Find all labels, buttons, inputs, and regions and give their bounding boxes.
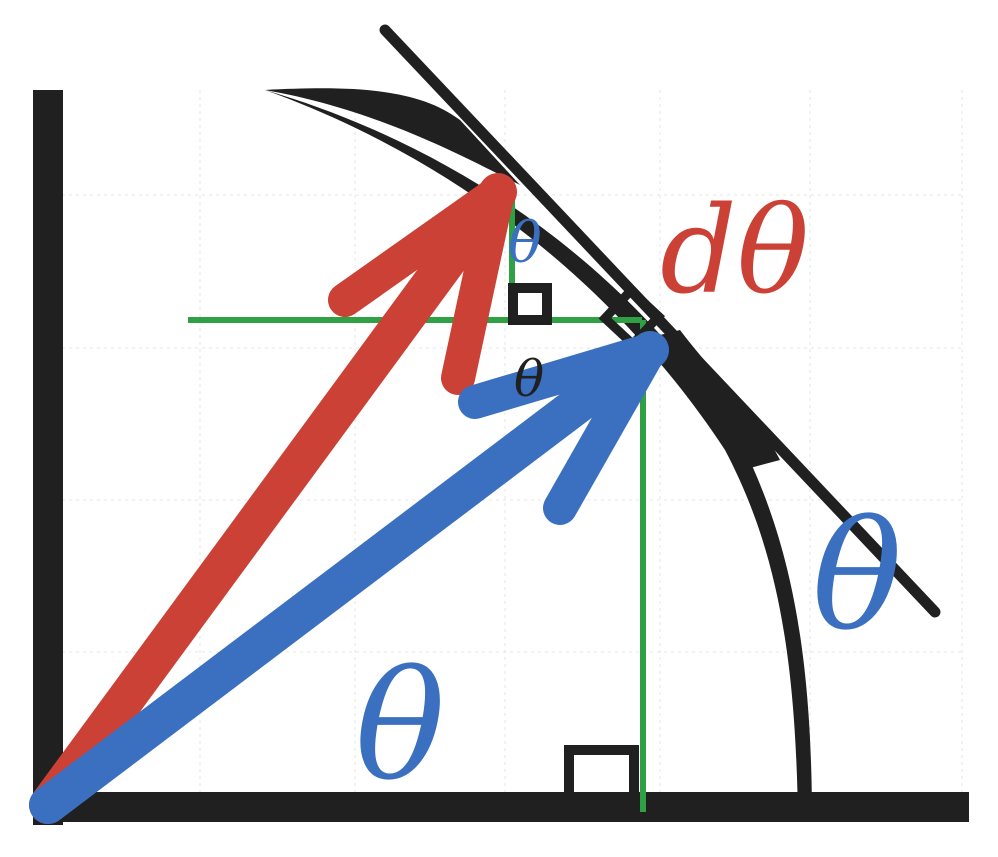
- red-vector-shaft: [29, 173, 517, 824]
- x-axis: [33, 792, 969, 822]
- red-vector-arrowhead: [328, 175, 515, 395]
- theta-small-blue-label: θ: [508, 211, 542, 276]
- theta-main-label: θ: [355, 640, 445, 814]
- arc-thick-top: [265, 88, 520, 185]
- theta-small-black-label: θ: [514, 350, 544, 408]
- theta-right-label: θ: [812, 490, 902, 664]
- blue-vector-arrowhead: [458, 333, 667, 525]
- right-angle-marker-tangent: [598, 284, 666, 351]
- arc-thick-mid: [640, 330, 780, 468]
- right-angle-marker-bottom: [564, 745, 639, 795]
- dtheta-label: dθ: [660, 182, 809, 321]
- y-axis: [33, 90, 63, 825]
- blue-vector-shaft: [29, 331, 669, 824]
- right-angle-marker-top: [508, 283, 552, 325]
- quarter-circle-arc: [265, 90, 812, 822]
- red-vector: [29, 173, 517, 824]
- blue-vector: [29, 331, 669, 824]
